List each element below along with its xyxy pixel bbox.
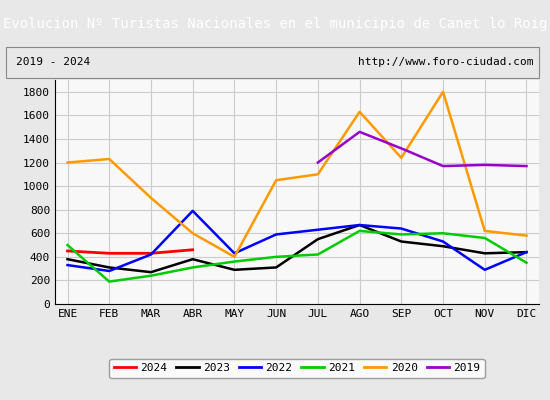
Text: 2019 - 2024: 2019 - 2024 [16, 57, 91, 67]
Text: Evolucion Nº Turistas Nacionales en el municipio de Canet lo Roig: Evolucion Nº Turistas Nacionales en el m… [3, 17, 547, 31]
Legend: 2024, 2023, 2022, 2021, 2020, 2019: 2024, 2023, 2022, 2021, 2020, 2019 [109, 359, 485, 378]
Text: http://www.foro-ciudad.com: http://www.foro-ciudad.com [358, 57, 534, 67]
